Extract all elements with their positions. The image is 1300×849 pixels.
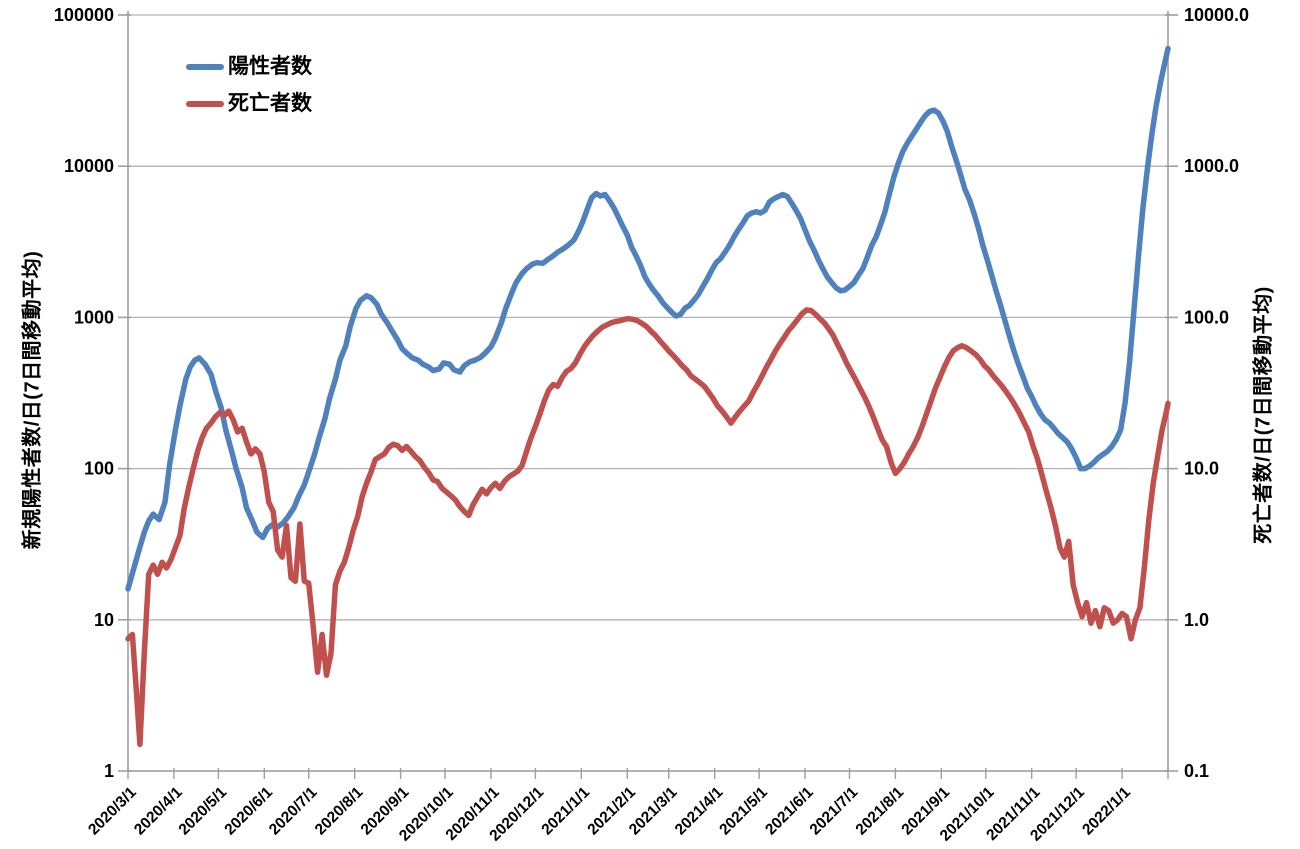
legend: 陽性者数 死亡者数 [186, 48, 312, 122]
x-axis-tick-label: 2021/8/1 [853, 784, 908, 839]
cases-line [125, 45, 1171, 592]
deaths-line-swatch [186, 100, 224, 107]
left-axis-tick-label: 10 [94, 610, 114, 630]
right-axis-tick-label: 1000.0 [1184, 156, 1239, 176]
x-axis-tick-label: 2021/6/1 [762, 784, 817, 839]
x-axis-tick-label: 2021/4/1 [672, 784, 727, 839]
x-axis-tick-label: 2022/1/1 [1079, 784, 1134, 839]
x-axis-tick-label: 2021/1/1 [538, 784, 593, 839]
left-axis-tick-label: 100000 [54, 5, 114, 25]
x-axis-tick-label: 2020/7/1 [266, 784, 321, 839]
legend-label-cases: 陽性者数 [228, 55, 312, 78]
legend-label-deaths: 死亡者数 [228, 92, 312, 115]
left-axis-title: 新規陽性者数/日(7日間移動平均) [21, 250, 44, 550]
x-axis-tick-label: 2021/5/1 [716, 784, 771, 839]
right-axis-tick-label: 10000.0 [1184, 5, 1249, 25]
x-axis-tick-label: 2020/3/1 [85, 784, 140, 839]
legend-item-cases: 陽性者数 [186, 48, 312, 85]
right-axis-title: 死亡者数/日(7日間移動平均) [1252, 286, 1275, 544]
right-axis-tick-label: 10.0 [1184, 459, 1219, 479]
right-axis-tick-label: 0.1 [1184, 761, 1209, 781]
left-axis-tick-label: 1000 [74, 307, 114, 327]
right-axis-tick-label: 1.0 [1184, 610, 1209, 630]
deaths-line [125, 307, 1171, 748]
left-axis-tick-label: 1 [104, 761, 114, 781]
x-axis-tick-label: 2020/4/1 [131, 784, 186, 839]
x-axis-tick-label: 2020/6/1 [221, 784, 276, 839]
x-axis-tick-label: 2020/5/1 [176, 784, 231, 839]
right-axis-tick-label: 100.0 [1184, 307, 1229, 327]
left-axis-tick-label: 10000 [64, 156, 114, 176]
legend-item-deaths: 死亡者数 [186, 85, 312, 122]
x-axis-tick-label: 2021/7/1 [807, 784, 862, 839]
left-axis-tick-label: 100 [84, 459, 114, 479]
x-axis-tick-label: 2020/8/1 [312, 784, 367, 839]
cases-line-swatch [186, 63, 224, 70]
